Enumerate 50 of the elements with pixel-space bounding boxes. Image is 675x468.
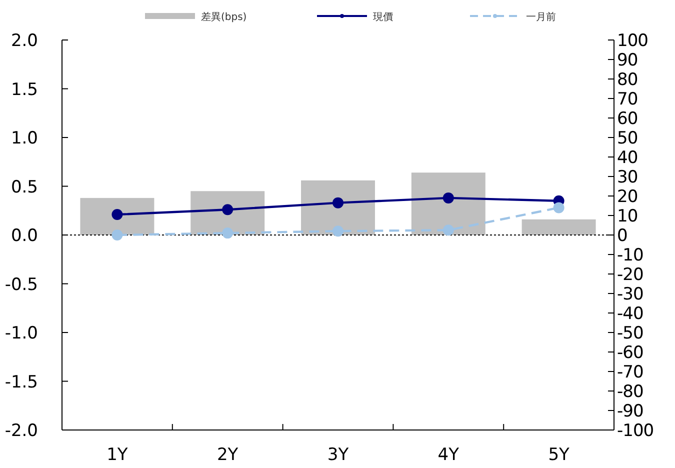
- bar: [80, 198, 154, 235]
- y2-tick-label: -20: [617, 265, 644, 285]
- y-tick-label: 0.0: [10, 226, 38, 246]
- y2-tick-label: 20: [617, 187, 638, 207]
- y2-tick-label: -10: [617, 246, 644, 266]
- x-tick-label: 1Y: [106, 445, 128, 465]
- y2-tick-label: 80: [617, 70, 638, 90]
- legend-label: 現價: [373, 12, 393, 23]
- legend-label: 一月前: [526, 11, 556, 23]
- y-tick-label: -2.0: [4, 421, 38, 441]
- y-tick-label: 2.0: [10, 31, 38, 51]
- y-tick-label: 0.5: [10, 177, 38, 198]
- point: [112, 230, 123, 240]
- point: [222, 204, 234, 216]
- x-tick-label: 4Y: [438, 445, 460, 465]
- y-tick-label: 1.5: [10, 80, 38, 100]
- point: [222, 228, 234, 239]
- legend-label: 差異(bps): [201, 11, 247, 23]
- y2-tick-label: 40: [617, 148, 638, 168]
- point: [332, 226, 344, 237]
- y2-tick-label: 10: [617, 206, 638, 226]
- y2-tick-label: 60: [617, 109, 638, 129]
- y2-tick-label: 100: [617, 31, 648, 51]
- y-tick-label: 1.0: [10, 128, 38, 148]
- y-tick-label: -1.5: [4, 372, 38, 392]
- y2-tick-label: -30: [617, 284, 644, 304]
- point: [553, 202, 564, 214]
- y2-tick-label: -70: [617, 362, 644, 382]
- y2-tick-label: -90: [617, 402, 644, 422]
- y2-tick-label: 90: [617, 50, 638, 70]
- y2-tick-label: 30: [617, 168, 638, 188]
- bar: [411, 172, 486, 235]
- y2-tick-label: -80: [617, 382, 644, 402]
- y2-tick-label: 0: [617, 226, 628, 246]
- point: [112, 209, 123, 220]
- point: [332, 197, 344, 208]
- bar: [522, 219, 596, 235]
- x-tick-label: 5Y: [548, 445, 570, 465]
- point: [442, 192, 454, 204]
- y2-tick-label: 70: [617, 90, 638, 110]
- y2-tick-label: -100: [617, 421, 654, 441]
- y2-tick-label: -40: [617, 304, 644, 324]
- y2-tick-label: -60: [617, 343, 644, 363]
- x-tick-label: 2Y: [217, 445, 239, 465]
- point: [442, 224, 454, 236]
- x-tick-label: 3Y: [327, 445, 350, 465]
- y-tick-label: -0.5: [4, 274, 38, 295]
- y2-tick-label: -50: [617, 324, 644, 344]
- y-tick-label: -1.0: [4, 324, 38, 344]
- y2-tick-label: 50: [617, 128, 638, 148]
